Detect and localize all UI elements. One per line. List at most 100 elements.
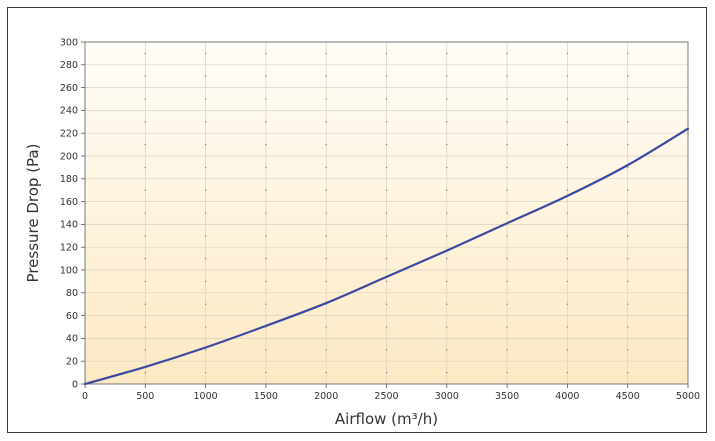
grid-dot [144,166,147,169]
grid-dot [446,371,448,374]
grid-dot [626,98,629,100]
grid-dot [566,257,569,260]
grid-dot [385,166,388,169]
grid-dot [144,349,147,351]
grid-dot [265,121,267,123]
grid-dot [265,349,267,351]
grid-dot [385,280,388,283]
x-tick-label: 0 [82,391,88,402]
grid-dot [506,189,508,191]
grid-dot [506,303,508,306]
grid-dot [626,143,629,146]
y-tick-label: 260 [60,83,78,94]
grid-dot [566,212,569,214]
grid-dot [446,121,448,123]
grid-dot [204,75,207,77]
grid-dot [446,75,448,77]
grid-dot [446,326,448,328]
y-tick-label: 100 [60,265,78,276]
grid-dot [385,75,388,77]
grid-dot [506,235,508,237]
plot-border [84,41,689,385]
grid-dot [325,121,328,123]
grid-dot [325,52,328,55]
grid-dot [385,326,388,328]
grid-dot [325,189,328,191]
grid-dot [144,371,147,374]
grid-dot [566,280,569,283]
y-tick-labels: 0 20 40 60 80 100 120 140 160 180 200 220 240 260 280 3… [60,37,78,390]
grid-dot [144,280,147,283]
grid-dot [626,166,629,169]
grid-dot [506,371,508,374]
grid-dot [265,303,267,306]
grid-dot [506,212,508,214]
grid-dot [385,98,388,100]
grid-dot [144,303,147,306]
grid-dot [385,189,388,191]
grid-dot [265,257,267,260]
grid-dot [506,75,508,77]
axes [81,41,689,388]
grid-dot [385,303,388,306]
grid-dot [626,189,629,191]
grid-dot [446,189,448,191]
grid-dot [204,349,207,351]
y-tick-label: 40 [66,334,78,345]
grid-dot [325,280,328,283]
grid-dot [566,166,569,169]
grid-dot [144,257,147,260]
grid-dot [265,189,267,191]
grid-dot [144,75,147,77]
y-axis-label: Pressure Drop (Pa) [24,144,42,283]
x-tick-label: 2500 [374,391,398,402]
x-tick-label: 4000 [555,391,579,402]
grid-dot [204,52,207,55]
grid-dot [566,75,569,77]
grid-dot [325,75,328,77]
grid-dot [325,257,328,260]
grid-dot [204,303,207,306]
grid-dot [446,166,448,169]
x-tick-label: 3000 [435,391,459,402]
grid-dot [626,52,629,55]
y-tick-label: 60 [66,311,78,322]
grid-dot [446,349,448,351]
grid-dot [446,98,448,100]
grid-dots [144,52,629,374]
grid-dot [325,349,328,351]
y-tick-label: 0 [72,379,78,390]
y-tick-label: 20 [66,357,78,368]
grid-dot [265,280,267,283]
grid-dot [385,143,388,146]
grid-dot [204,235,207,237]
grid-dot [566,143,569,146]
grid-dot [265,166,267,169]
grid-dot [446,280,448,283]
grid-dot [446,257,448,260]
y-tick-label: 160 [60,197,78,208]
grid-dot [566,52,569,55]
grid-dot [265,52,267,55]
x-axis-label: Airflow (m³/h) [335,410,438,428]
grid-dot [325,143,328,146]
grid-dot [385,371,388,374]
grid-dot [385,52,388,55]
grid-dot [204,166,207,169]
grid-dot [325,326,328,328]
grid-dot [144,98,147,100]
y-tick-label: 220 [60,129,78,140]
grid-dot [626,303,629,306]
x-tick-label: 500 [136,391,154,402]
grid-dot [325,235,328,237]
x-tick-label: 4500 [616,391,640,402]
grid-dot [204,212,207,214]
grid-dot [566,303,569,306]
x-tick-labels: 0 500 1000 1500 2000 2500 3000 3500 4000 4500 5000 [82,391,700,402]
grid-dot [265,371,267,374]
grid-dot [144,52,147,55]
grid-dot [506,257,508,260]
grid-dot [144,212,147,214]
x-tick-label: 2000 [314,391,338,402]
